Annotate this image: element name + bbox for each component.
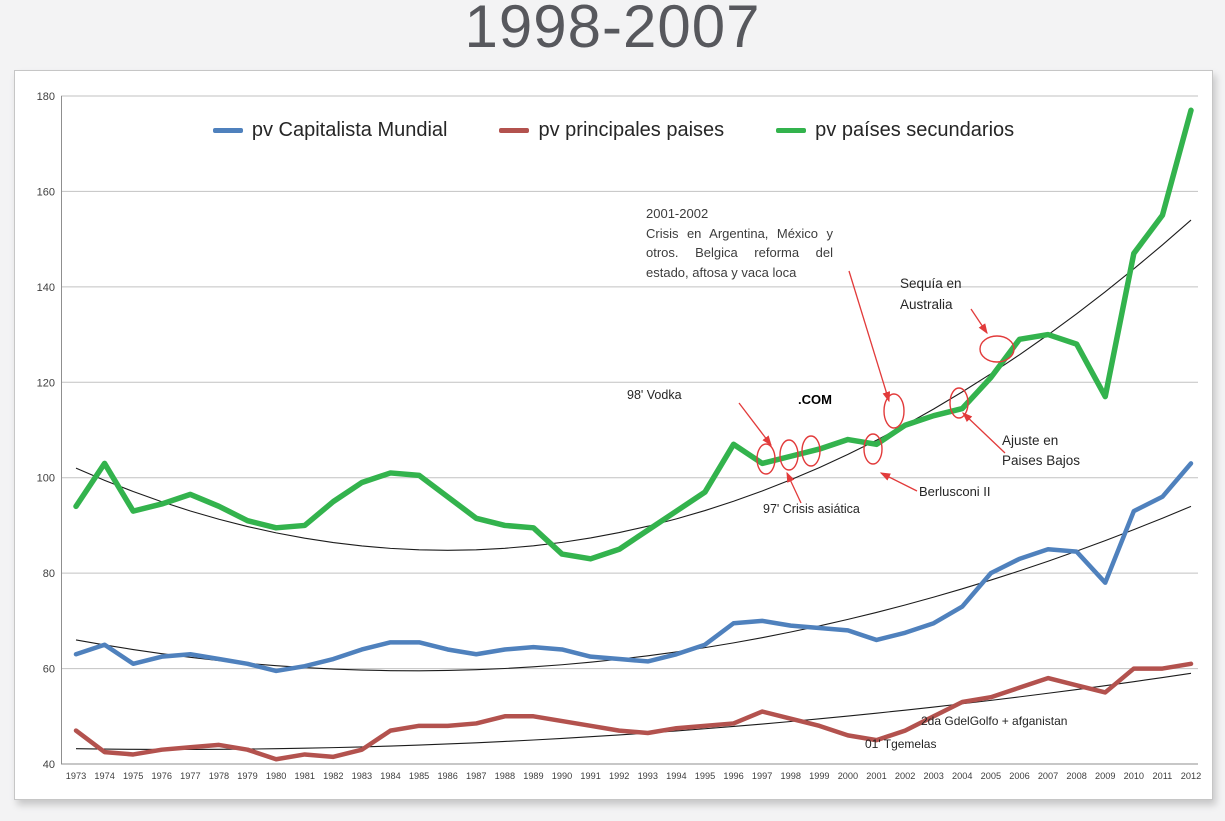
series-pv-países-secundarios <box>73 107 1194 562</box>
svg-text:1980: 1980 <box>266 771 286 781</box>
svg-text:1986: 1986 <box>437 771 457 781</box>
svg-text:1997: 1997 <box>752 771 772 781</box>
highlight-ellipse <box>801 435 821 467</box>
annotation-arrow <box>962 412 1006 454</box>
svg-text:1979: 1979 <box>237 771 257 781</box>
svg-text:2001: 2001 <box>866 771 886 781</box>
svg-text:1973: 1973 <box>66 771 86 781</box>
annotation-arrow <box>879 472 918 492</box>
annotation-arrow <box>786 471 802 504</box>
svg-text:1999: 1999 <box>809 771 829 781</box>
svg-text:80: 80 <box>43 568 55 580</box>
svg-text:60: 60 <box>43 664 55 676</box>
annotation-arrow <box>738 402 772 447</box>
annotation-arrow <box>848 270 891 403</box>
svg-text:2006: 2006 <box>1009 771 1029 781</box>
svg-text:2002: 2002 <box>895 771 915 781</box>
svg-text:1983: 1983 <box>352 771 372 781</box>
svg-text:2009: 2009 <box>1095 771 1115 781</box>
svg-text:1988: 1988 <box>495 771 515 781</box>
svg-text:1974: 1974 <box>94 771 114 781</box>
svg-text:1996: 1996 <box>723 771 743 781</box>
svg-text:1994: 1994 <box>666 771 686 781</box>
svg-text:2008: 2008 <box>1066 771 1086 781</box>
svg-text:2004: 2004 <box>952 771 972 781</box>
svg-text:1989: 1989 <box>523 771 543 781</box>
svg-text:180: 180 <box>37 91 55 103</box>
chart: 40 60 80 100 120 140 160 180 1973 1974 1975 1976 197… <box>14 70 1213 800</box>
highlight-ellipse <box>883 393 905 429</box>
series-pv-capitalista-mundial <box>73 461 1194 674</box>
svg-text:160: 160 <box>37 186 55 198</box>
svg-text:1995: 1995 <box>695 771 715 781</box>
svg-text:1990: 1990 <box>552 771 572 781</box>
page-title: 1998-2007 <box>464 0 761 60</box>
svg-text:2000: 2000 <box>838 771 858 781</box>
gridlines <box>61 95 1198 765</box>
svg-text:1984: 1984 <box>380 771 400 781</box>
svg-text:1975: 1975 <box>123 771 143 781</box>
svg-text:1982: 1982 <box>323 771 343 781</box>
svg-text:1977: 1977 <box>180 771 200 781</box>
svg-text:1993: 1993 <box>638 771 658 781</box>
svg-text:2005: 2005 <box>981 771 1001 781</box>
svg-text:140: 140 <box>37 282 55 294</box>
svg-text:1978: 1978 <box>209 771 229 781</box>
highlight-ellipse <box>779 439 799 471</box>
svg-text:2010: 2010 <box>1124 771 1144 781</box>
highlight-ellipse <box>863 433 883 465</box>
svg-text:2011: 2011 <box>1153 771 1173 781</box>
highlight-ellipse <box>979 335 1015 363</box>
svg-text:1985: 1985 <box>409 771 429 781</box>
svg-text:100: 100 <box>37 473 55 485</box>
trendlines <box>75 219 1192 750</box>
highlight-ellipse <box>949 387 969 419</box>
y-axis-labels: 40 60 80 100 120 140 160 180 <box>37 91 55 771</box>
svg-text:1991: 1991 <box>580 771 600 781</box>
series-pv-principales-paises <box>73 661 1194 762</box>
annotation-shapes <box>738 270 1015 504</box>
svg-text:40: 40 <box>43 759 55 771</box>
svg-text:2007: 2007 <box>1038 771 1058 781</box>
svg-text:1981: 1981 <box>294 771 314 781</box>
annotation-arrow <box>970 308 988 335</box>
x-axis-labels: 1973 1974 1975 1976 1977 1978 1979 1980 1981 1982… <box>66 771 1201 781</box>
svg-text:1987: 1987 <box>466 771 486 781</box>
svg-text:2003: 2003 <box>923 771 943 781</box>
svg-text:120: 120 <box>37 377 55 389</box>
svg-text:1992: 1992 <box>609 771 629 781</box>
svg-text:1976: 1976 <box>152 771 172 781</box>
svg-text:2012: 2012 <box>1181 771 1201 781</box>
svg-text:1998: 1998 <box>781 771 801 781</box>
